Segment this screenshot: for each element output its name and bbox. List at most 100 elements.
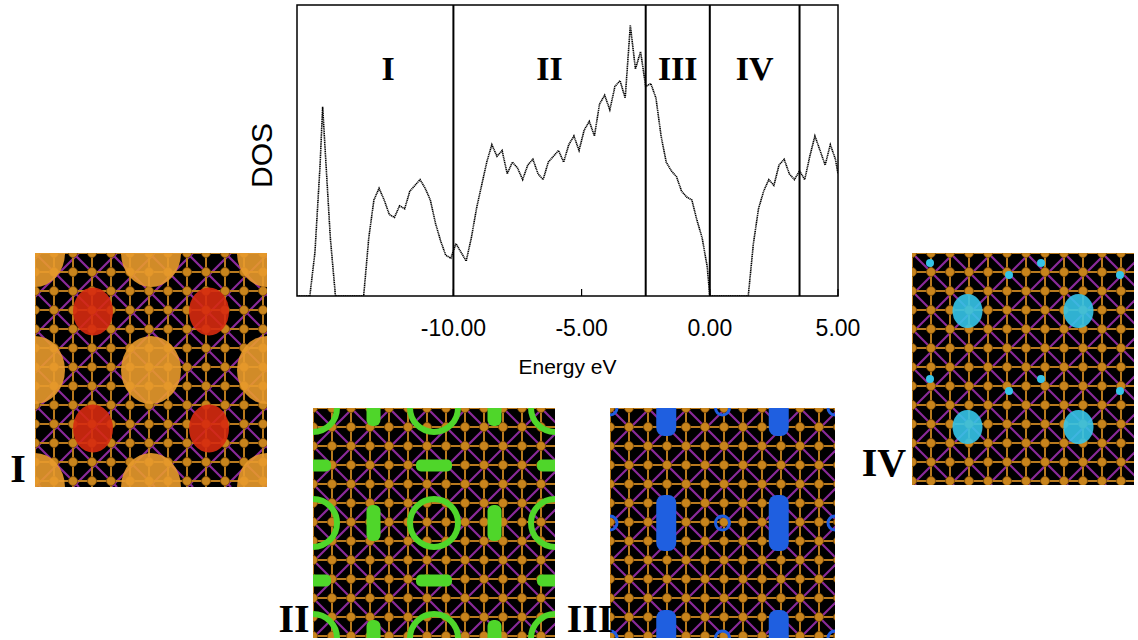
atom (984, 344, 993, 353)
atom (88, 477, 97, 486)
atom (777, 594, 786, 603)
atom (442, 408, 451, 413)
isosurface (769, 408, 789, 436)
atom (965, 382, 974, 391)
atom (35, 287, 40, 296)
atom (347, 499, 356, 508)
atom (259, 287, 268, 296)
atom (88, 344, 97, 353)
atom (1079, 268, 1088, 277)
atom (927, 268, 936, 277)
atom (644, 499, 653, 508)
atom (758, 537, 767, 546)
isosurface (189, 405, 229, 453)
atom (644, 594, 653, 603)
atom (461, 461, 470, 470)
isosurface (610, 516, 617, 530)
atom (1041, 344, 1050, 353)
atom (701, 632, 710, 639)
atom (625, 461, 634, 470)
atom (480, 408, 489, 413)
atom (682, 556, 691, 565)
atom (984, 268, 993, 277)
atom (1117, 253, 1126, 258)
atom (423, 594, 432, 603)
atom (313, 408, 318, 413)
atom (259, 325, 268, 334)
atom (126, 401, 135, 410)
atom (984, 325, 993, 334)
isosurface (953, 410, 983, 444)
atom (69, 477, 78, 486)
panel-label: III (567, 596, 614, 640)
atom (912, 458, 917, 467)
isosurface (313, 575, 331, 587)
atom (1022, 287, 1031, 296)
atom (644, 518, 653, 527)
atom (927, 325, 936, 334)
atom (927, 253, 936, 258)
atom (461, 480, 470, 489)
region-label: I (382, 50, 395, 87)
isosurface (828, 631, 835, 638)
plot-area (297, 5, 838, 296)
atom (1098, 306, 1107, 315)
atom (682, 594, 691, 603)
atom (259, 420, 268, 429)
isosurface (35, 453, 65, 487)
atom (499, 575, 508, 584)
atom (1003, 253, 1012, 258)
atom (461, 575, 470, 584)
bond (111, 253, 267, 487)
atom (518, 480, 527, 489)
atom (912, 382, 917, 391)
atom (796, 480, 805, 489)
atom (1117, 401, 1126, 410)
atom (126, 325, 135, 334)
atom (720, 423, 729, 432)
isosurface (716, 408, 730, 415)
atom (663, 556, 672, 565)
atom (984, 253, 993, 258)
atom (347, 480, 356, 489)
isosurface (1005, 271, 1013, 279)
structure-panel (35, 253, 267, 487)
atom (984, 287, 993, 296)
atom (518, 423, 527, 432)
atom (796, 461, 805, 470)
atom (1041, 401, 1050, 410)
bond (35, 253, 267, 487)
atom (644, 632, 653, 639)
atom (758, 442, 767, 451)
bond (610, 408, 764, 638)
atom (682, 575, 691, 584)
plot-frame (297, 5, 838, 296)
atom (480, 575, 489, 584)
bond (35, 253, 79, 487)
atom (1041, 363, 1050, 372)
atom (644, 556, 653, 565)
atom (313, 518, 318, 527)
isosurface (367, 505, 381, 541)
atom (720, 480, 729, 489)
atom (385, 499, 394, 508)
atom (423, 518, 432, 527)
atom (1079, 253, 1088, 258)
atom (984, 458, 993, 467)
atom (183, 325, 192, 334)
atom (126, 287, 135, 296)
atom (69, 268, 78, 277)
atom (796, 408, 805, 413)
atom (1022, 253, 1031, 258)
atom (480, 632, 489, 639)
atom (537, 556, 546, 565)
atom (404, 594, 413, 603)
bond (912, 253, 992, 485)
bond (73, 253, 267, 487)
bond (111, 253, 267, 487)
atom (720, 442, 729, 451)
x-tick (581, 289, 582, 296)
atom (815, 480, 824, 489)
atom (1060, 344, 1069, 353)
atom (404, 480, 413, 489)
